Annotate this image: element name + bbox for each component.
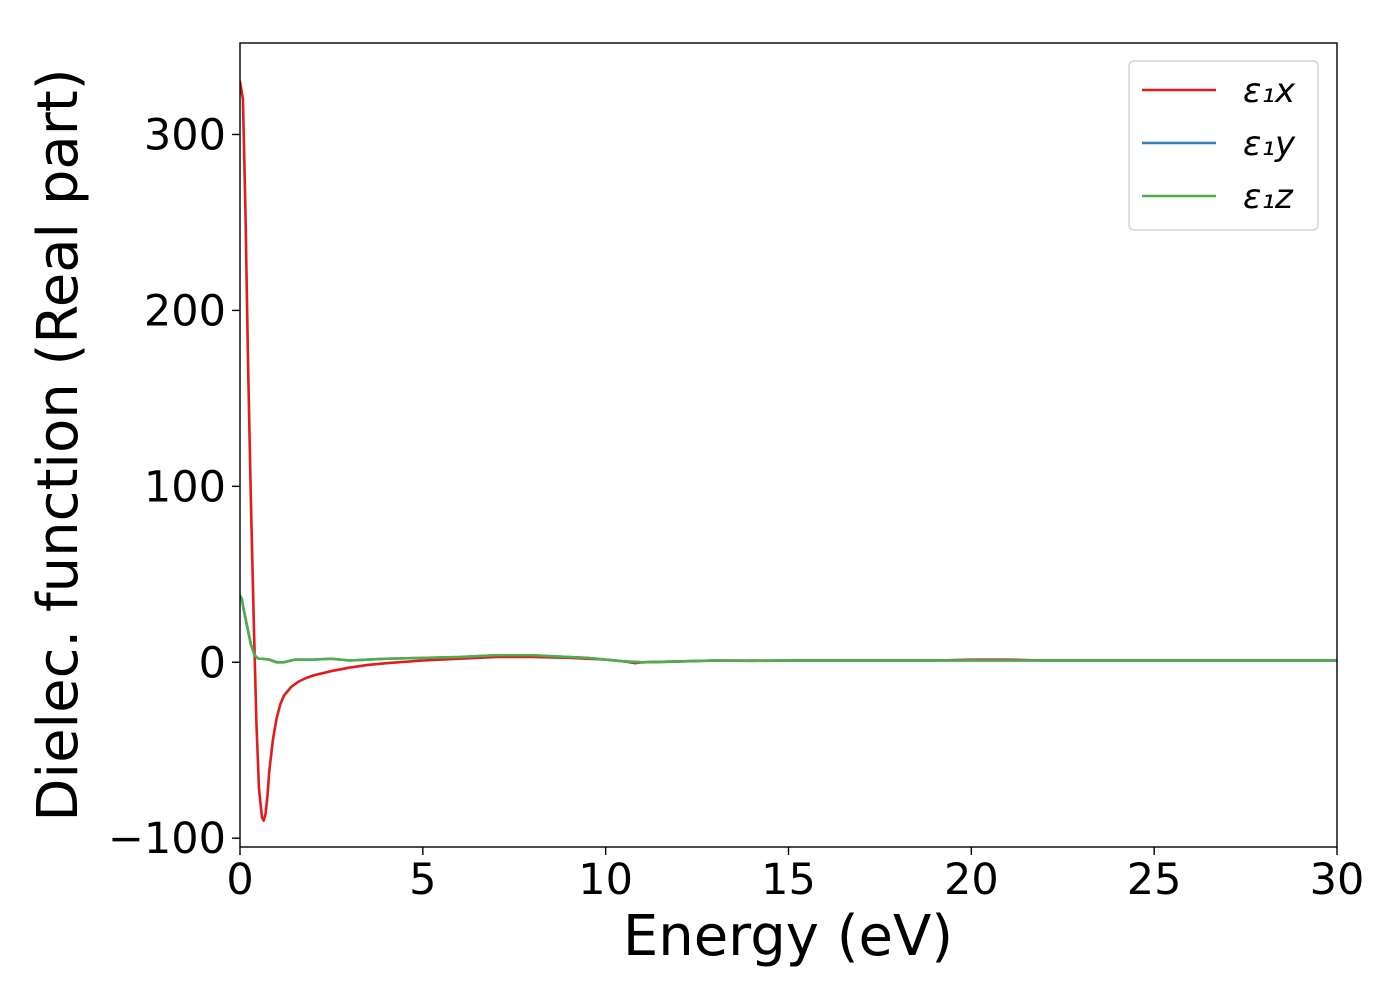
y-tick-label: 0 <box>199 638 226 688</box>
legend-label-3: ε₁z <box>1243 177 1294 217</box>
y-tick-label: 300 <box>144 110 226 160</box>
legend-label-2: ε₁y <box>1243 124 1296 164</box>
y-tick-label: 200 <box>144 286 226 336</box>
legend: ε₁x ε₁y ε₁z <box>1128 60 1319 231</box>
y-axis-label: Dielec. function (Real part) <box>26 68 91 821</box>
x-tick-label: 5 <box>409 855 436 905</box>
x-axis-label: Energy (eV) <box>623 904 953 969</box>
x-tick-label: 25 <box>1127 855 1182 905</box>
series-layer <box>240 80 1337 822</box>
legend-box <box>1128 60 1319 231</box>
x-tick-label: 30 <box>1310 855 1365 905</box>
series-line-3 <box>240 594 1337 664</box>
x-tick-label: 15 <box>761 855 816 905</box>
x-tick-label: 0 <box>226 855 253 905</box>
x-tick-label: 20 <box>944 855 999 905</box>
y-tick-label: 100 <box>144 462 226 512</box>
legend-label-1: ε₁x <box>1243 71 1296 111</box>
x-axis: 0 5 10 15 20 25 30 <box>226 847 1364 905</box>
y-tick-label: −100 <box>108 814 226 864</box>
y-axis: −100 0 100 200 300 <box>108 110 240 864</box>
x-tick-label: 10 <box>578 855 633 905</box>
